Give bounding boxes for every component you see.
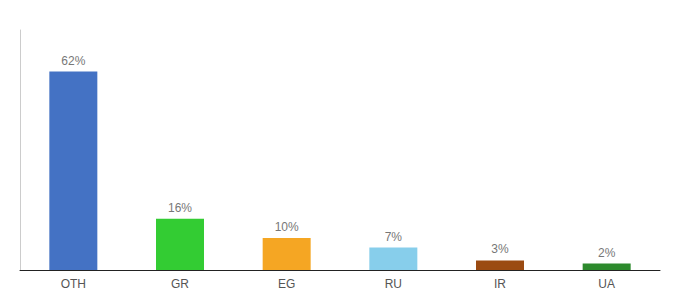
svg-text:EG: EG bbox=[278, 277, 295, 291]
svg-text:OTH: OTH bbox=[61, 277, 86, 291]
svg-text:3%: 3% bbox=[491, 242, 509, 256]
svg-text:RU: RU bbox=[385, 277, 402, 291]
svg-text:IR: IR bbox=[494, 277, 506, 291]
svg-text:16%: 16% bbox=[168, 201, 192, 215]
svg-text:2%: 2% bbox=[598, 246, 616, 260]
svg-text:UA: UA bbox=[598, 277, 615, 291]
svg-text:GR: GR bbox=[171, 277, 189, 291]
svg-text:62%: 62% bbox=[61, 54, 85, 68]
svg-text:7%: 7% bbox=[385, 230, 403, 244]
svg-text:10%: 10% bbox=[275, 220, 299, 234]
